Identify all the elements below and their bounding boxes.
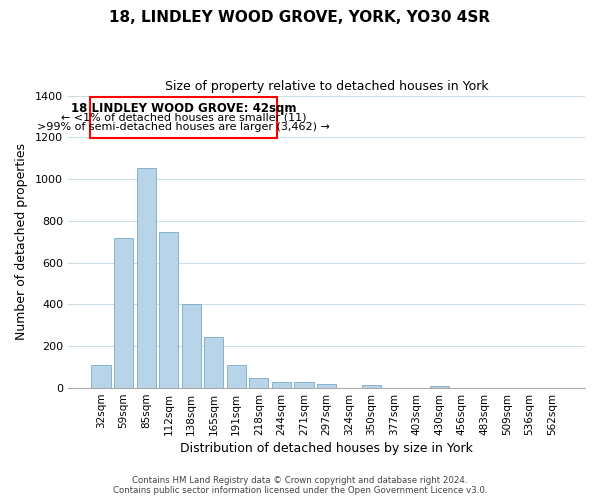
Text: Contains HM Land Registry data © Crown copyright and database right 2024.
Contai: Contains HM Land Registry data © Crown c…	[113, 476, 487, 495]
Text: 18 LINDLEY WOOD GROVE: 42sqm: 18 LINDLEY WOOD GROVE: 42sqm	[71, 102, 296, 115]
Bar	[317, 384, 336, 388]
Bar	[249, 378, 268, 388]
Bar	[91, 365, 110, 388]
Bar	[204, 337, 223, 388]
Title: Size of property relative to detached houses in York: Size of property relative to detached ho…	[164, 80, 488, 93]
Bar	[430, 386, 449, 388]
Bar	[272, 382, 291, 388]
Bar	[182, 304, 201, 388]
Text: ← <1% of detached houses are smaller (11): ← <1% of detached houses are smaller (11…	[61, 112, 306, 122]
X-axis label: Distribution of detached houses by size in York: Distribution of detached houses by size …	[180, 442, 473, 455]
Text: 18, LINDLEY WOOD GROVE, YORK, YO30 4SR: 18, LINDLEY WOOD GROVE, YORK, YO30 4SR	[109, 10, 491, 25]
FancyBboxPatch shape	[90, 96, 277, 138]
Y-axis label: Number of detached properties: Number of detached properties	[15, 144, 28, 340]
Bar	[227, 365, 246, 388]
Text: >99% of semi-detached houses are larger (3,462) →: >99% of semi-detached houses are larger …	[37, 122, 330, 132]
Bar	[137, 168, 155, 388]
Bar	[159, 232, 178, 388]
Bar	[295, 382, 314, 388]
Bar	[114, 238, 133, 388]
Bar	[362, 385, 381, 388]
